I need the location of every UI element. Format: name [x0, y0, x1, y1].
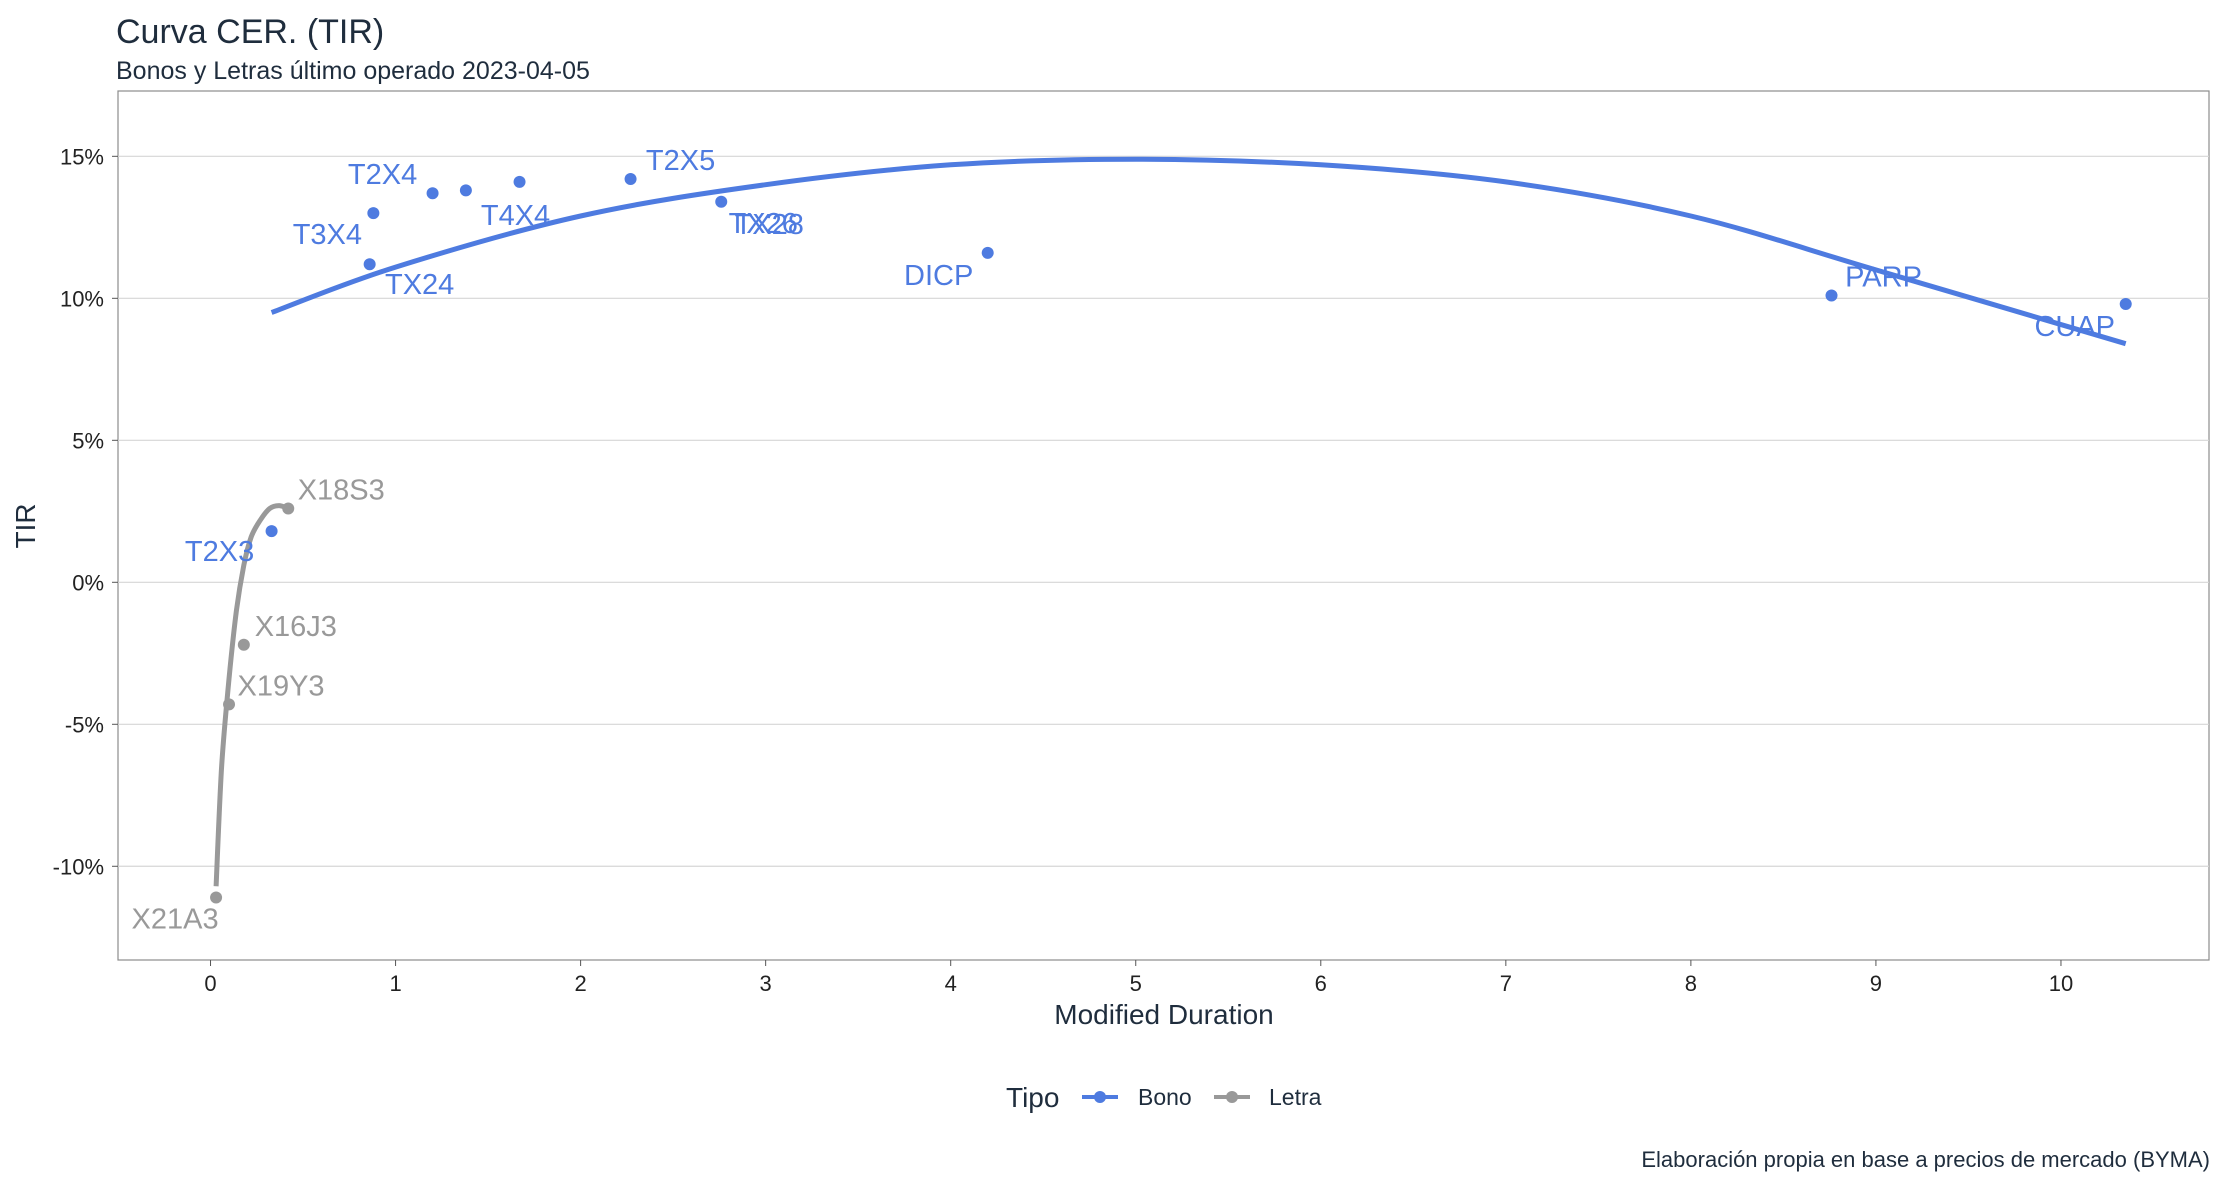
- x-tick-label: 5: [1130, 971, 1142, 996]
- x-tick-label: 0: [204, 971, 216, 996]
- x-tick-label: 6: [1315, 971, 1327, 996]
- legend-item-letra: Letra: [1214, 1084, 1322, 1110]
- point-labels: T2X3 TX24 T3X4 T2X4 T4X4 T2X5 TX26 DICP PARP TX28…: [132, 145, 2115, 935]
- point-bono: [459, 184, 472, 197]
- legend-label-bono: Bono: [1138, 1084, 1192, 1110]
- point-label-t2x5: T2X5: [646, 145, 715, 177]
- y-tick-label: 15%: [60, 144, 104, 169]
- x-axis-ticks: 0 1 2 3 4 5 6 7 8 9 10: [204, 960, 2073, 996]
- point-label-t2x4: T2X4: [348, 159, 417, 191]
- point-label-tx28: TX28: [735, 209, 804, 241]
- chart-caption: Elaboración propia en base a precios de …: [1641, 1147, 2210, 1172]
- point-letra: [210, 891, 223, 904]
- x-tick-label: 7: [1500, 971, 1512, 996]
- point-letra: [237, 638, 250, 651]
- y-tick-label: 5%: [72, 428, 104, 453]
- x-tick-label: 3: [760, 971, 772, 996]
- data-points: [210, 173, 2132, 904]
- point-label-x18s3: X18S3: [298, 474, 385, 506]
- point-label-tx24: TX24: [385, 269, 454, 301]
- legend-item-bono: Bono: [1082, 1084, 1192, 1110]
- point-bono: [426, 187, 439, 200]
- point-label-dicp: DICP: [904, 260, 973, 292]
- x-tick-label: 4: [945, 971, 957, 996]
- x-tick-label: 10: [2049, 971, 2073, 996]
- point-bono: [981, 246, 994, 259]
- y-tick-label: -10%: [53, 854, 104, 879]
- grid: [118, 155, 2209, 867]
- x-axis-title: Modified Duration: [1054, 999, 1273, 1030]
- fit-curve-letra: [213, 503, 290, 887]
- legend-title: Tipo: [1006, 1082, 1059, 1113]
- y-axis-title: TIR: [10, 503, 41, 548]
- point-bono: [363, 258, 376, 271]
- point-bono: [624, 173, 637, 186]
- point-label-cuap: CUAP: [2034, 311, 2115, 343]
- point-bono: [1825, 289, 1838, 302]
- x-tick-label: 8: [1685, 971, 1697, 996]
- point-bono: [513, 175, 526, 188]
- x-tick-label: 2: [574, 971, 586, 996]
- point-label-tx26: TX26: [729, 208, 798, 240]
- point-label-x19y3: X19Y3: [237, 670, 324, 702]
- fit-curves: [213, 156, 2127, 887]
- point-label-x16j3: X16J3: [255, 611, 337, 643]
- point-bono: [367, 207, 380, 220]
- point-bono: [715, 195, 728, 208]
- y-axis-ticks: -10% -5% 0% 5% 10% 15%: [53, 144, 118, 879]
- x-tick-label: 1: [389, 971, 401, 996]
- chart-title: Curva CER. (TIR): [116, 13, 384, 51]
- point-letra: [223, 698, 236, 711]
- chart-subtitle: Bonos y Letras último operado 2023-04-05: [116, 57, 590, 85]
- point-label-parp: PARP: [1845, 261, 1922, 293]
- point-bono: [265, 525, 278, 538]
- x-tick-label: 9: [1870, 971, 1882, 996]
- legend-key-point-letra: [1226, 1091, 1238, 1103]
- point-label-x21a3: X21A3: [132, 904, 219, 936]
- y-tick-label: -5%: [65, 712, 104, 737]
- y-tick-label: 0%: [72, 570, 104, 595]
- y-tick-label: 10%: [60, 286, 104, 311]
- plot-panel: [117, 90, 2210, 961]
- fit-curve-bono: [270, 156, 2127, 347]
- point-label-t3x4: T3X4: [293, 219, 362, 251]
- legend-label-letra: Letra: [1269, 1084, 1322, 1110]
- legend: Tipo Bono Letra: [1006, 1082, 1322, 1113]
- point-label-t2x3: T2X3: [185, 536, 254, 568]
- point-bono: [2119, 297, 2132, 310]
- point-letra: [282, 502, 295, 515]
- point-label-t4x4: T4X4: [481, 200, 550, 232]
- legend-key-point-bono: [1094, 1091, 1106, 1103]
